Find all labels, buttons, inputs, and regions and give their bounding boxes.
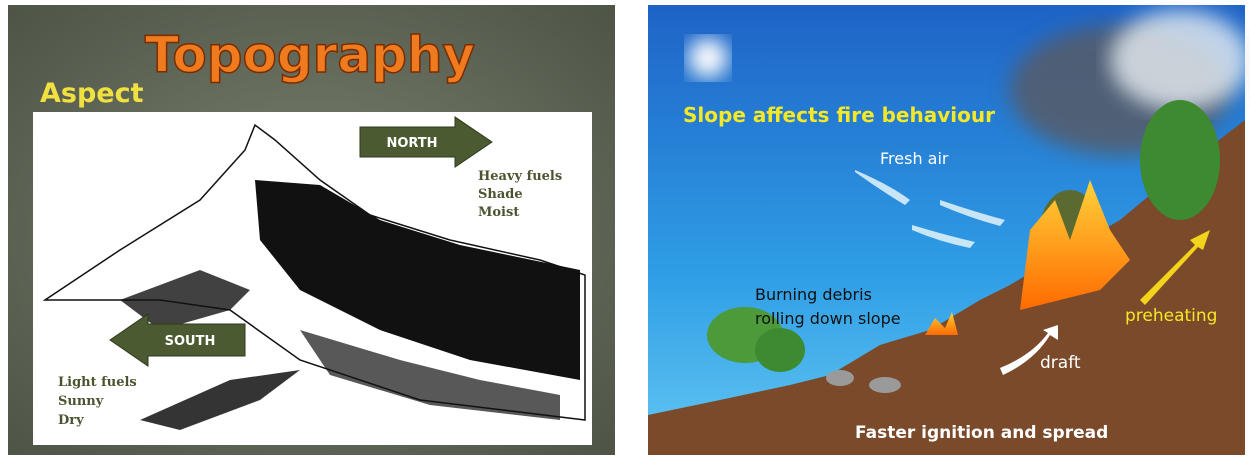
fire	[1020, 180, 1130, 310]
note: Moist	[478, 205, 519, 220]
air-arrow	[912, 225, 975, 248]
label: Fresh air	[880, 149, 949, 168]
preheat-arrow	[1140, 230, 1210, 305]
note: Sunny	[58, 394, 104, 409]
topography-slide: Topography Aspect NORTH Heavy fuels Shad…	[8, 5, 615, 455]
slope-illustration: Slope affects fire behaviour Fresh air B…	[648, 5, 1250, 455]
air-arrow	[855, 170, 910, 205]
note: Dry	[58, 413, 84, 428]
slide-subtitle: Aspect	[40, 78, 144, 109]
illustration-title: Slope affects fire behaviour	[683, 103, 995, 127]
label: draft	[1040, 353, 1081, 373]
arrow-label: NORTH	[386, 136, 437, 151]
mountain-sketch	[42, 123, 586, 430]
note: Shade	[478, 187, 523, 202]
slide-title: Topography	[145, 26, 475, 84]
cloud	[1110, 10, 1250, 110]
rock	[869, 377, 901, 393]
burning-debris	[925, 312, 958, 335]
label: rolling down slope	[755, 309, 901, 328]
north-arrow: NORTH	[359, 116, 493, 168]
sun	[688, 38, 728, 78]
trees	[707, 100, 1220, 372]
draft-arrow	[1000, 325, 1058, 375]
south-arrow: SOUTH	[109, 313, 246, 367]
label: Burning debris	[755, 285, 872, 304]
rock	[826, 370, 854, 386]
note: Light fuels	[58, 375, 137, 390]
air-arrow	[940, 200, 1005, 226]
note: Heavy fuels	[478, 169, 562, 184]
arrow-label: SOUTH	[165, 334, 216, 349]
label: preheating	[1125, 306, 1217, 326]
slope	[648, 120, 1245, 455]
footer-label: Faster ignition and spread	[855, 423, 1108, 443]
